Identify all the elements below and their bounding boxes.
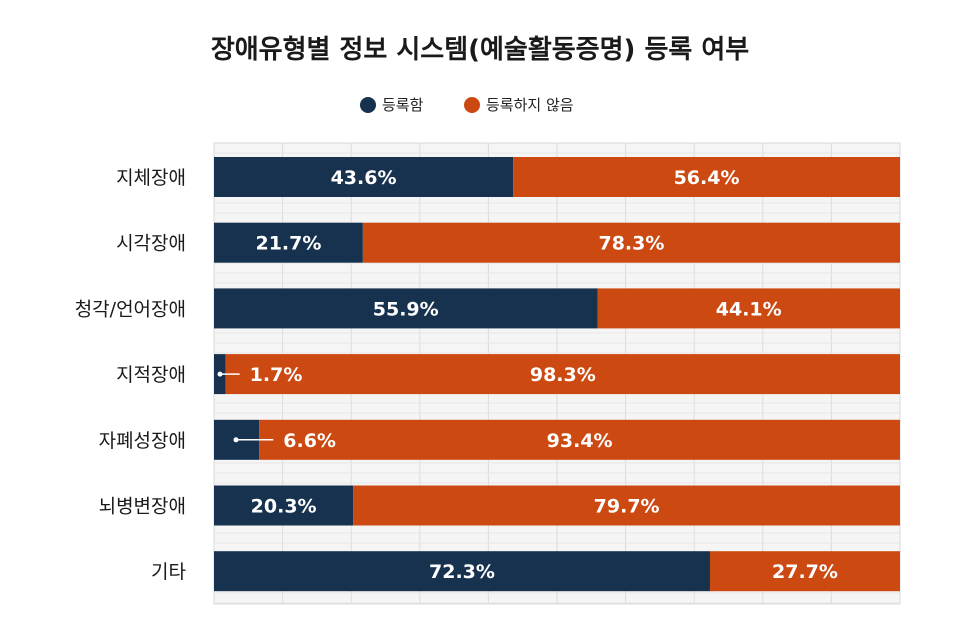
legend-label: 등록함 <box>382 96 424 114</box>
bar-segment-not-registered <box>225 354 901 395</box>
bar-segment-not-registered <box>259 419 900 460</box>
data-label-registered: 43.6% <box>331 167 397 189</box>
bar-row: 시각장애 21.7% 78.3% <box>116 222 900 263</box>
data-label-registered: 6.6% <box>283 430 336 452</box>
category-label: 지적장애 <box>116 364 186 386</box>
data-label-registered: 20.3% <box>251 496 317 518</box>
data-label-not-registered: 27.7% <box>772 561 838 583</box>
legend: 등록함 등록하지 않음 <box>360 96 574 114</box>
bar-row: 청각/언어장애 55.9% 44.1% <box>75 288 900 329</box>
category-label: 자폐성장애 <box>99 430 186 452</box>
data-label-registered: 1.7% <box>250 364 303 386</box>
data-label-registered: 72.3% <box>429 561 495 583</box>
category-label: 기타 <box>151 561 186 583</box>
bar-row: 자폐성장애 6.6% 93.4% <box>99 419 900 460</box>
data-label-not-registered: 79.7% <box>594 496 660 518</box>
bar-segment-not-registered <box>513 157 900 197</box>
chart-title: 장애유형별 정보 시스템(예술활동증명) 등록 여부 <box>211 35 749 65</box>
category-label: 지체장애 <box>116 167 186 189</box>
bar-segment-not-registered <box>597 288 900 329</box>
category-label: 시각장애 <box>116 233 186 255</box>
category-label: 청각/언어장애 <box>75 298 186 320</box>
bar-row: 뇌병변장애 20.3% 79.7% <box>99 485 900 526</box>
plot-area: 지체장애 43.6% 56.4% 시각장애 21.7% 78.3% 청각/언어장애 55.9%… <box>75 142 901 605</box>
bar-segment-registered <box>214 551 710 592</box>
legend-item-registered: 등록함 <box>360 96 424 114</box>
bar-segment-not-registered <box>353 485 900 526</box>
bar-segment-registered <box>214 222 363 263</box>
legend-item-not-registered: 등록하지 않음 <box>464 96 574 114</box>
bar-segment-registered <box>214 157 514 197</box>
legend-swatch <box>464 97 480 113</box>
category-label: 뇌병변장애 <box>99 496 186 518</box>
data-label-not-registered: 93.4% <box>547 430 613 452</box>
bar-row: 지적장애 1.7% 98.3% <box>116 354 901 395</box>
bar-segment-not-registered <box>362 222 900 263</box>
legend-swatch <box>360 97 376 113</box>
data-label-registered: 55.9% <box>373 298 439 320</box>
data-label-registered: 21.7% <box>255 233 321 255</box>
bar-row: 기타 72.3% 27.7% <box>151 551 900 592</box>
data-label-not-registered: 56.4% <box>674 167 740 189</box>
bar-segment-not-registered <box>709 551 900 592</box>
data-label-not-registered: 44.1% <box>716 298 782 320</box>
bar-row: 지체장애 43.6% 56.4% <box>116 157 900 197</box>
bar-segment-registered <box>214 485 354 526</box>
legend-label: 등록하지 않음 <box>486 96 574 114</box>
data-label-not-registered: 98.3% <box>530 364 596 386</box>
data-label-not-registered: 78.3% <box>598 233 664 255</box>
bar-segment-registered <box>214 288 598 329</box>
